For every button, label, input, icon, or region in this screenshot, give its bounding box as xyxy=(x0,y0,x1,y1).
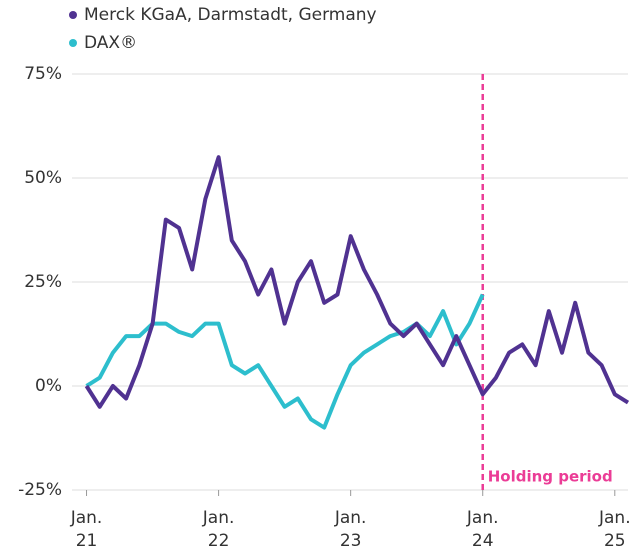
x-tick-label: Jan. 21 xyxy=(70,508,103,551)
y-tick-label: -25% xyxy=(18,480,62,500)
legend-label: DAX® xyxy=(84,33,137,53)
y-tick-label: 50% xyxy=(24,168,62,188)
x-tick-label: Jan. 25 xyxy=(598,508,631,551)
y-tick-label: 0% xyxy=(35,376,62,396)
x-tick-label: Jan. 23 xyxy=(334,508,367,551)
y-tick-label: 75% xyxy=(24,64,62,84)
series-line xyxy=(85,293,485,430)
x-tick-label: Jan. 24 xyxy=(466,508,499,551)
series-line xyxy=(84,155,630,409)
legend-marker xyxy=(69,11,77,19)
annotation: Holding period xyxy=(488,468,613,486)
x-tick-label: Jan. 22 xyxy=(202,508,235,551)
legend-label: Merck KGaA, Darmstadt, Germany xyxy=(84,5,377,25)
legend-marker xyxy=(69,39,77,47)
y-tick-label: 25% xyxy=(24,272,62,292)
